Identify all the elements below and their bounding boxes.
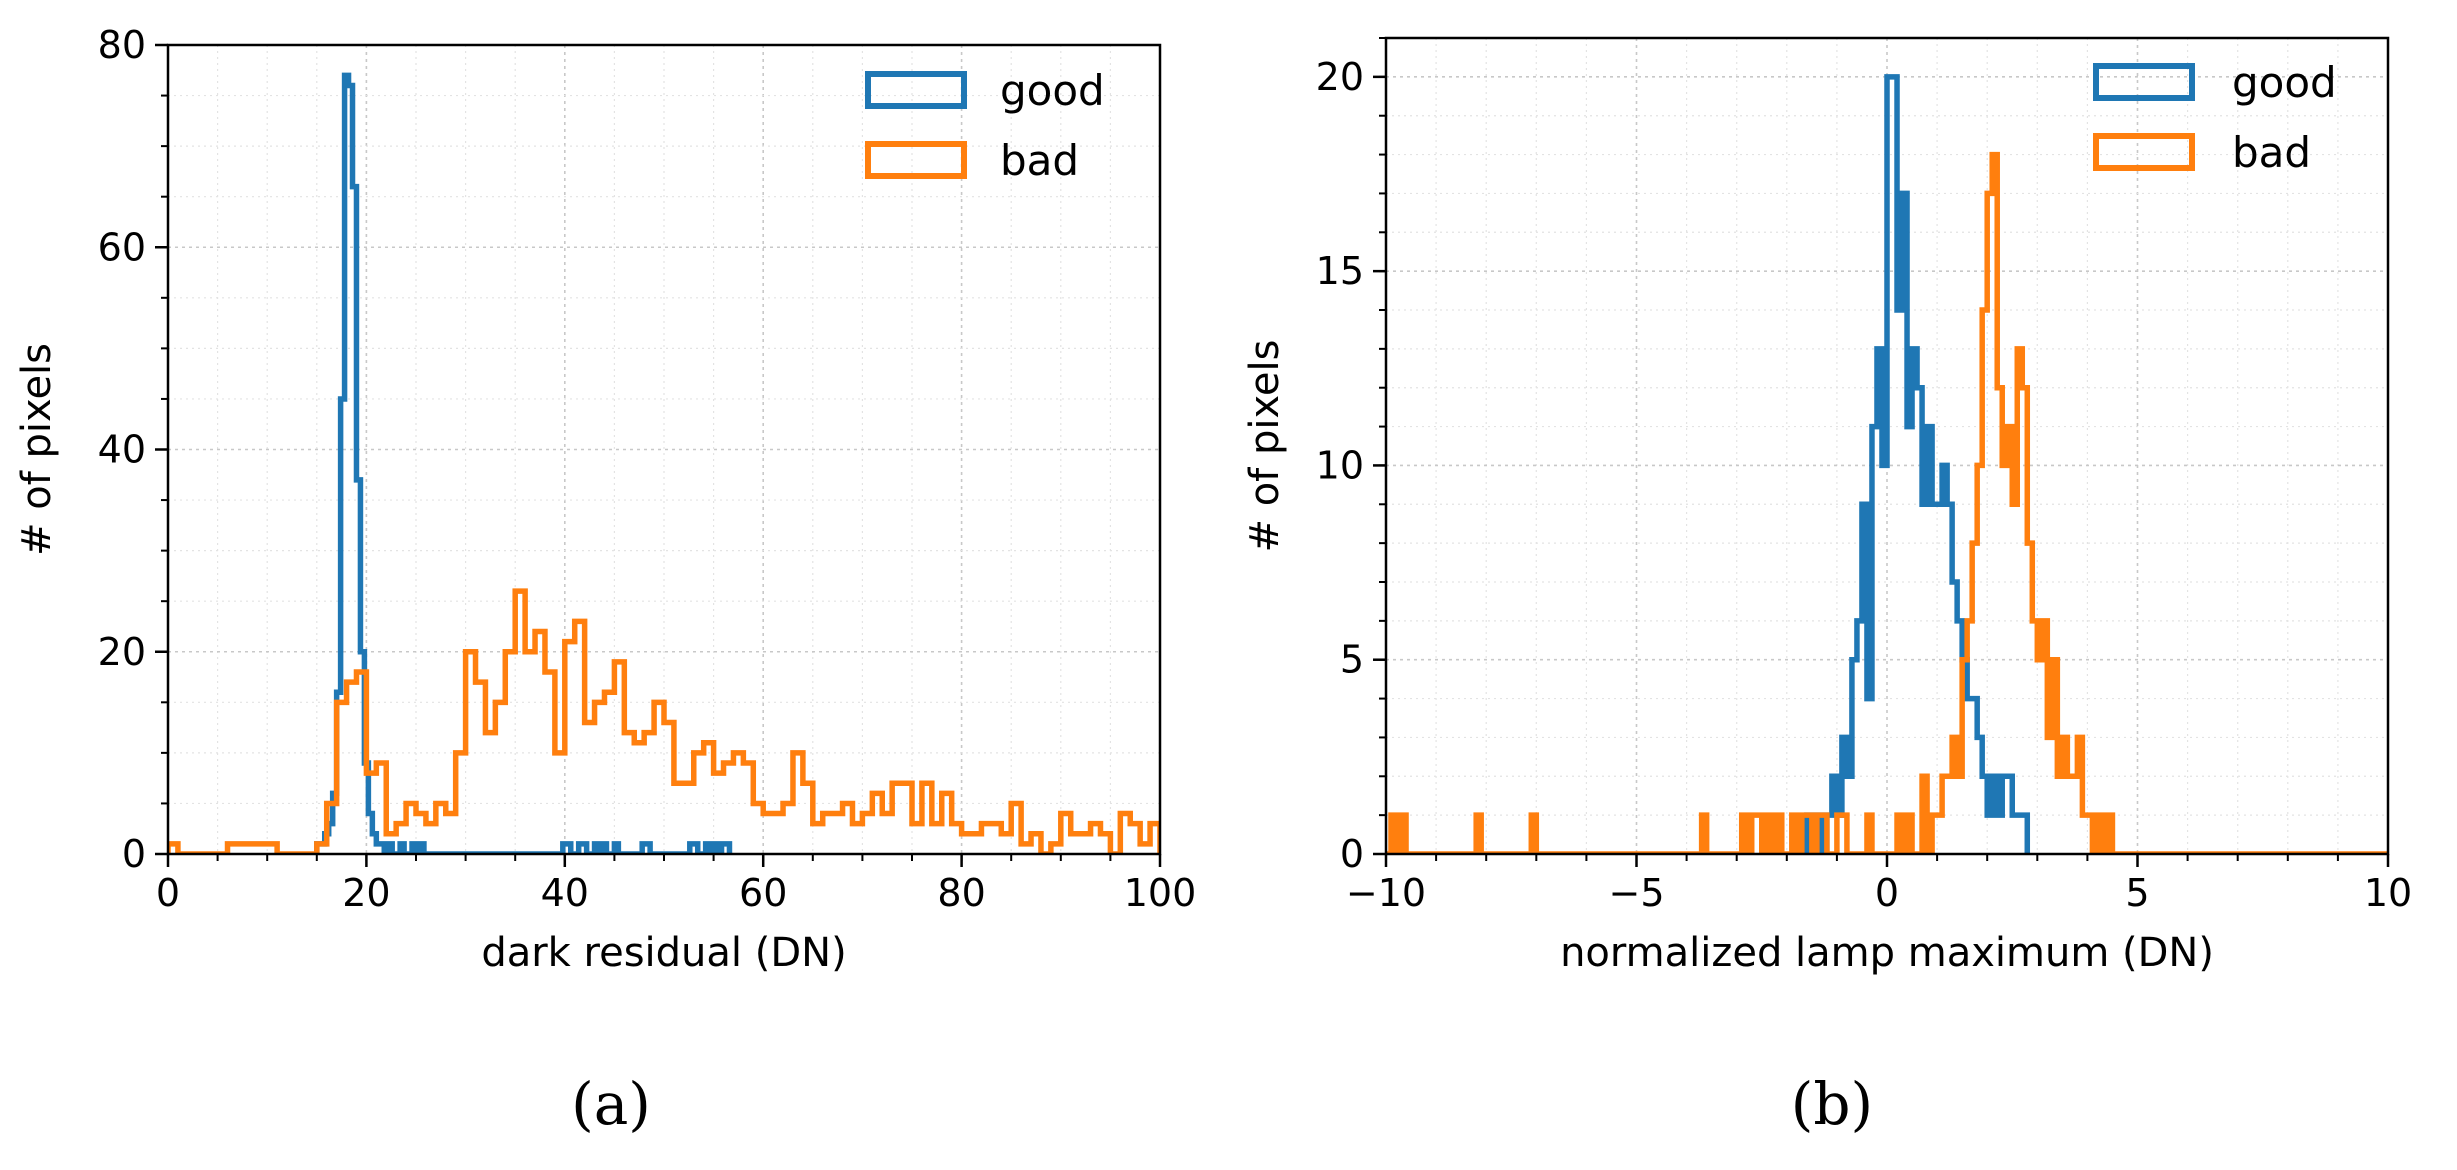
y-tick-label: 60 — [98, 225, 146, 269]
y-tick-label: 20 — [1316, 55, 1364, 99]
legend-label-bad: bad — [1000, 136, 1079, 185]
legend-label-bad: bad — [2232, 128, 2311, 177]
legend-swatch-bad — [2093, 133, 2195, 171]
x-axis-title: normalized lamp maximum (DN) — [1560, 930, 2214, 976]
legend: good bad — [2093, 58, 2337, 177]
panel-b-histogram: −10 −5 0 5 10 0 5 10 15 20 normalized lamp maximum… — [1242, 36, 2412, 1138]
x-tick-label: 5 — [2125, 871, 2149, 915]
legend-swatch-good — [2093, 63, 2195, 101]
histogram-bad-series — [1386, 151, 2388, 854]
x-axis-title: dark residual (DN) — [481, 930, 846, 976]
histogram-good-series — [314, 72, 733, 854]
x-tick-label: 80 — [937, 871, 985, 915]
legend-label-good: good — [2232, 58, 2337, 107]
histogram-bad-series — [168, 588, 1160, 854]
x-tick-label: 20 — [342, 871, 390, 915]
y-tick-label: 40 — [98, 428, 146, 472]
y-tick-label: 5 — [1340, 638, 1364, 682]
y-tick-label: 0 — [1340, 832, 1364, 876]
x-tick-label: −10 — [1346, 871, 1426, 915]
legend: good bad — [865, 66, 1105, 185]
x-tick-label: 10 — [2364, 871, 2412, 915]
y-tick-label: 10 — [1316, 443, 1364, 487]
y-tick-label: 0 — [122, 832, 146, 876]
panel-label: (b) — [1791, 1070, 1873, 1138]
x-tick-label: 100 — [1124, 871, 1197, 915]
x-tick-label: 40 — [541, 871, 589, 915]
y-axis-title: # of pixels — [14, 343, 60, 556]
x-tick-label: 0 — [156, 871, 180, 915]
y-axis-title: # of pixels — [1242, 339, 1288, 552]
legend-swatch-good — [865, 71, 967, 109]
series-group — [168, 72, 1160, 854]
y-tick-label: 15 — [1316, 249, 1364, 293]
legend-swatch-bad — [865, 141, 967, 179]
x-tick-label: −5 — [1608, 871, 1664, 915]
x-tick-label: 60 — [739, 871, 787, 915]
x-tick-label: 0 — [1875, 871, 1899, 915]
panel-a-histogram: 0 20 40 60 80 100 0 20 40 60 80 dark residual (DN) #… — [14, 23, 1196, 1138]
series-group — [1386, 74, 2388, 854]
panel-label: (a) — [571, 1070, 651, 1138]
y-tick-label: 20 — [98, 630, 146, 674]
legend-label-good: good — [1000, 66, 1105, 115]
y-tick-label: 80 — [98, 23, 146, 67]
